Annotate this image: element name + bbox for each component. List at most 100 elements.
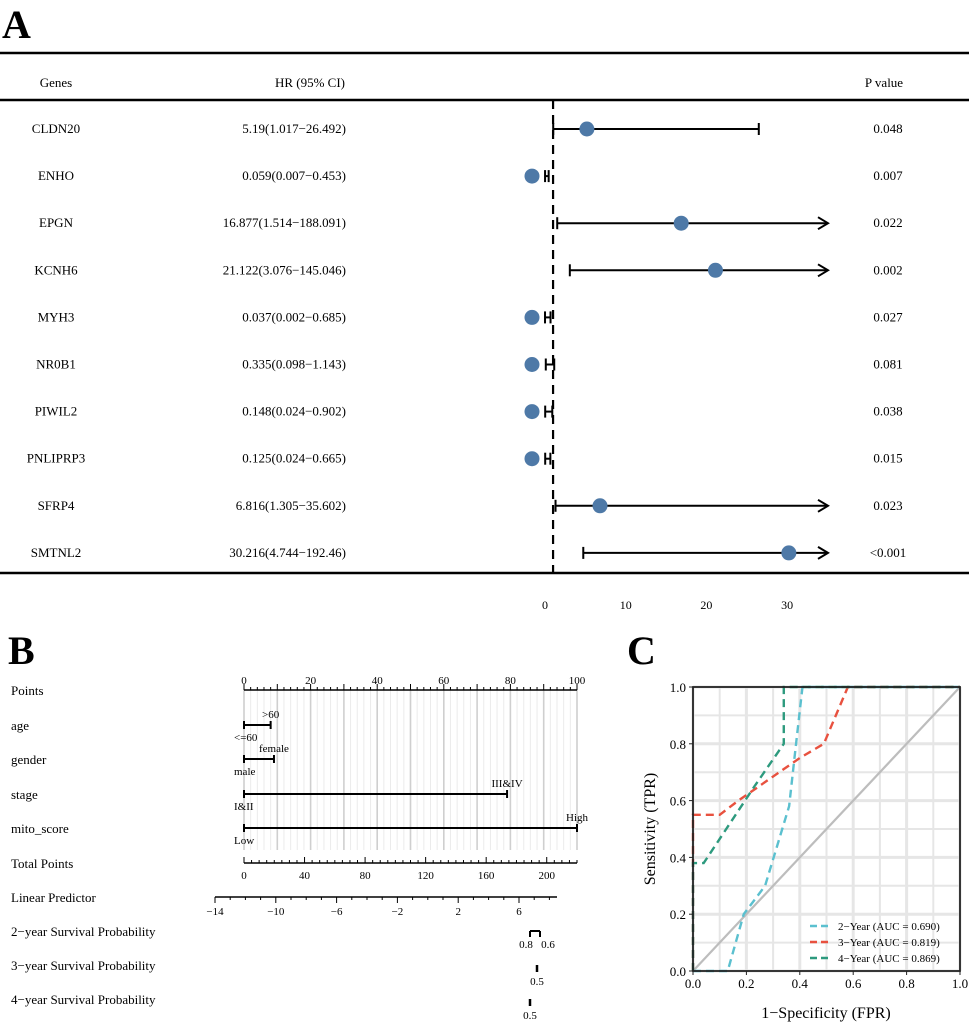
hr-point: [592, 498, 608, 514]
hr-ci-label: 0.037(0.002−0.685): [242, 309, 346, 324]
roc-y-tick-label: 0.0: [670, 964, 686, 979]
gene-label: SMTNL2: [31, 545, 82, 560]
probability-tick-label: 0.5: [530, 976, 544, 988]
gene-label: PIWIL2: [35, 404, 78, 419]
probability-tick-label: 0.6: [541, 939, 555, 951]
ci-arrowhead: [817, 498, 830, 513]
points-tick-label: 100: [569, 675, 586, 687]
roc-y-axis-title: Sensitivity (TPR): [642, 773, 659, 885]
linear-predictor-tick-label: 2: [455, 906, 461, 918]
roc-diagonal-reference: [692, 686, 961, 972]
variable-level-low: male: [234, 766, 255, 778]
hr-point: [781, 545, 797, 561]
probability-tick-label: 0.8: [519, 939, 533, 951]
variable-level-high: III&IV: [491, 778, 522, 790]
variable-level-low: Low: [234, 835, 254, 847]
gene-label: KCNH6: [34, 262, 78, 277]
gene-label: NR0B1: [36, 357, 76, 372]
p-value-label: 0.081: [873, 357, 902, 372]
panel-b-label: B: [8, 628, 35, 673]
forest-x-tick-label: 0: [542, 598, 548, 612]
hr-ci-label: 0.335(0.098−1.143): [242, 357, 346, 372]
variable-level-high: female: [259, 743, 289, 755]
linear-predictor-tick-label: 6: [516, 906, 522, 918]
roc-legend-label: 2−Year (AUC = 0.690): [838, 921, 940, 933]
points-tick-label: 40: [372, 675, 384, 687]
roc-frame: [692, 686, 961, 972]
linear-predictor-tick-label: −10: [267, 906, 285, 918]
panel-c-label: C: [627, 628, 656, 673]
forest-rows: CLDN20 5.19(1.017−26.492) 0.048 ENHO 0.059(0…: [27, 100, 907, 573]
roc-legend-label: 4−Year (AUC = 0.869): [838, 953, 940, 965]
hr-ci-label: 0.125(0.024−0.665): [242, 451, 346, 466]
total-points-tick-label: 200: [538, 870, 555, 882]
hr-point: [524, 168, 540, 184]
ci-arrowhead: [817, 263, 830, 278]
total-points-tick-label: 160: [478, 870, 495, 882]
p-value-label: 0.015: [873, 451, 902, 466]
p-value-label: 0.023: [873, 498, 902, 513]
gene-label: MYH3: [38, 309, 75, 324]
roc-axes: 0.00.0 0.2 0.2 0.4 0.4 0.6 0.6 0.8 0.8 1.0 1.0: [670, 680, 968, 991]
forest-x-tick-label: 20: [700, 598, 712, 612]
hr-point: [524, 357, 540, 372]
roc-y-tick-label: 0.4: [670, 850, 687, 865]
linear-predictor-tick-label: −14: [206, 906, 224, 918]
p-value-label: 0.022: [873, 215, 902, 230]
hr-ci-label: 5.19(1.017−26.492): [242, 121, 346, 136]
nomogram-grid: [243, 690, 578, 850]
variable-level-low: I&II: [234, 801, 254, 813]
forest-x-tick-label: 10: [620, 598, 632, 612]
hr-point: [524, 309, 540, 325]
gene-label: EPGN: [39, 215, 74, 230]
points-tick-label: 60: [438, 675, 450, 687]
hr-point: [707, 262, 723, 278]
forest-x-tick-label: 30: [781, 598, 793, 612]
gene-label: SFRP4: [38, 498, 75, 513]
nomogram-row-label: Points: [11, 683, 44, 698]
points-tick-label: 80: [505, 675, 517, 687]
roc-y-tick-label: 0.6: [670, 794, 687, 809]
roc-legend-label: 3−Year (AUC = 0.819): [838, 937, 940, 949]
nomogram-row-label: Total Points: [11, 856, 73, 871]
linear-predictor-tick-label: −2: [392, 906, 404, 918]
hr-point: [524, 451, 540, 467]
roc-legend: 2−Year (AUC = 0.690) 3−Year (AUC = 0.819)…: [810, 921, 940, 965]
roc-x-tick-label: 0.2: [738, 976, 754, 991]
variable-level-low: <=60: [234, 732, 258, 744]
hr-point: [673, 215, 689, 231]
roc-x-tick-label: 1.0: [952, 976, 968, 991]
p-value-label: 0.002: [873, 262, 902, 277]
roc-x-tick-label: 0.6: [845, 976, 862, 991]
roc-x-tick-label: 0.8: [898, 976, 914, 991]
nomogram-row-label: 2−year Survival Probability: [11, 924, 156, 939]
p-value-label: 0.048: [873, 121, 902, 136]
nomogram-row-label: age: [11, 718, 29, 733]
p-value-label: 0.038: [873, 404, 902, 419]
total-points-tick-label: 120: [417, 870, 434, 882]
total-points-tick-label: 80: [360, 870, 372, 882]
nomogram-row-label: 3−year Survival Probability: [11, 958, 156, 973]
variable-level-high: High: [566, 812, 589, 824]
p-value-label: <0.001: [870, 545, 907, 560]
p-value-label: 0.027: [873, 309, 903, 324]
ci-arrowhead: [817, 546, 830, 560]
roc-x-axis-title: 1−Specificity (FPR): [761, 1005, 890, 1022]
ci-arrowhead: [817, 216, 830, 231]
hr-ci-label: 30.216(4.744−192.46): [229, 545, 346, 560]
hr-ci-label: 0.059(0.007−0.453): [242, 168, 346, 183]
nomogram-row-label: mito_score: [11, 821, 69, 836]
hr-ci-label: 0.148(0.024−0.902): [242, 404, 346, 419]
gene-label: ENHO: [38, 168, 74, 183]
variable-level-high: >60: [262, 709, 280, 721]
hr-ci-label: 16.877(1.514−188.091): [223, 215, 346, 230]
hr-point: [524, 404, 540, 420]
roc-series-line: [691, 685, 960, 971]
hr-ci-label: 6.816(1.305−35.602): [236, 498, 346, 513]
p-value-label: 0.007: [873, 168, 903, 183]
roc-series-line: [693, 685, 960, 973]
probability-tick-label: 0.5: [523, 1010, 537, 1022]
total-points-tick-label: 0: [241, 870, 247, 882]
roc-y-tick-label: 0.8: [670, 737, 686, 752]
